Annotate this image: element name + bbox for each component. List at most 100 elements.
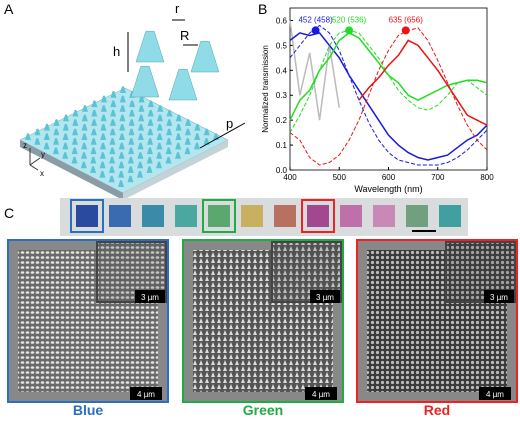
scale-label: 3 µm [490, 293, 508, 302]
cone [127, 175, 134, 183]
cone [118, 161, 125, 169]
y-tick-label: 0.5 [276, 41, 288, 50]
peak-marker [401, 26, 410, 35]
swatch-frame [70, 199, 104, 233]
cone [100, 105, 107, 112]
cone [62, 124, 69, 131]
cone [165, 147, 172, 155]
cone [119, 124, 126, 131]
scale-label: 3 µm [141, 293, 159, 302]
cone [194, 142, 200, 150]
cone [90, 138, 97, 145]
cone [109, 138, 116, 145]
cone [165, 156, 172, 164]
label: r [175, 1, 180, 16]
diagram: r h R p z y x [19, 1, 246, 200]
cone [127, 166, 134, 173]
series-line [289, 32, 488, 161]
panel-label: C [4, 205, 14, 221]
cone [109, 128, 116, 136]
cone [81, 114, 88, 122]
cone [146, 156, 153, 164]
cone [168, 68, 198, 101]
cone [119, 105, 126, 112]
cone [128, 138, 135, 145]
substrate-side [20, 140, 123, 200]
cone [100, 114, 107, 122]
cone [166, 128, 173, 136]
annotation: 520 (536) [332, 15, 367, 24]
cone [137, 142, 144, 150]
cone [166, 119, 173, 126]
swatch-frame [301, 199, 335, 233]
scale-box [305, 387, 337, 400]
cone [62, 142, 69, 150]
peak-marker [345, 26, 354, 35]
cone [175, 124, 182, 131]
cone [72, 119, 79, 126]
cone [81, 124, 88, 131]
cone [137, 152, 144, 159]
label: x [40, 169, 44, 178]
series-line [289, 27, 488, 166]
series-line [289, 32, 488, 121]
series-line [358, 39, 488, 126]
cone [90, 156, 97, 164]
cone [147, 138, 154, 145]
cone [194, 124, 201, 131]
cone [156, 152, 163, 159]
cone [175, 114, 182, 122]
cone [25, 133, 31, 140]
cone [156, 161, 162, 169]
y-tick-label: 0.3 [276, 91, 288, 100]
cone [53, 128, 60, 136]
cone [100, 133, 107, 140]
x-tick-label: 400 [283, 173, 297, 182]
cone [128, 119, 135, 126]
cone [53, 138, 60, 145]
cone [130, 65, 160, 98]
cone [110, 100, 117, 108]
cone [62, 152, 69, 159]
cone [137, 161, 144, 169]
cone [138, 105, 145, 112]
scale-label: 4 µm [486, 390, 504, 399]
cone [146, 166, 153, 173]
cone [99, 152, 106, 159]
cone [100, 124, 107, 131]
cone [81, 133, 88, 140]
swatch [274, 205, 296, 227]
swatch [373, 205, 395, 227]
cone [71, 156, 78, 164]
cone [165, 138, 172, 145]
cone [147, 128, 154, 136]
cone [184, 147, 191, 155]
cone [190, 40, 220, 73]
cone [156, 133, 163, 140]
cone [71, 147, 78, 155]
cone [109, 147, 116, 155]
cone [128, 109, 135, 117]
cone [44, 124, 50, 131]
y-tick-label: 0.4 [276, 66, 288, 75]
swatch [208, 205, 230, 227]
swatch [76, 205, 98, 227]
cone [53, 119, 60, 126]
cone [108, 175, 115, 183]
scale-box [310, 290, 340, 303]
cone [137, 171, 143, 178]
label: z [23, 141, 27, 150]
cone [99, 171, 106, 178]
cone [118, 180, 124, 187]
annotation: 452 (458) [298, 15, 333, 24]
y-tick-label: 0.6 [276, 16, 288, 25]
cone [166, 109, 173, 117]
chart: 0.0 0.1 0.2 0.3 0.4 0.5 0.6 400 500 600 700 800 Wave… [261, 7, 494, 194]
cone [52, 147, 59, 155]
cone [135, 30, 165, 63]
cone [156, 124, 163, 131]
cone [127, 156, 134, 164]
arrow [199, 122, 246, 149]
cone [175, 152, 181, 159]
cone [120, 86, 126, 93]
